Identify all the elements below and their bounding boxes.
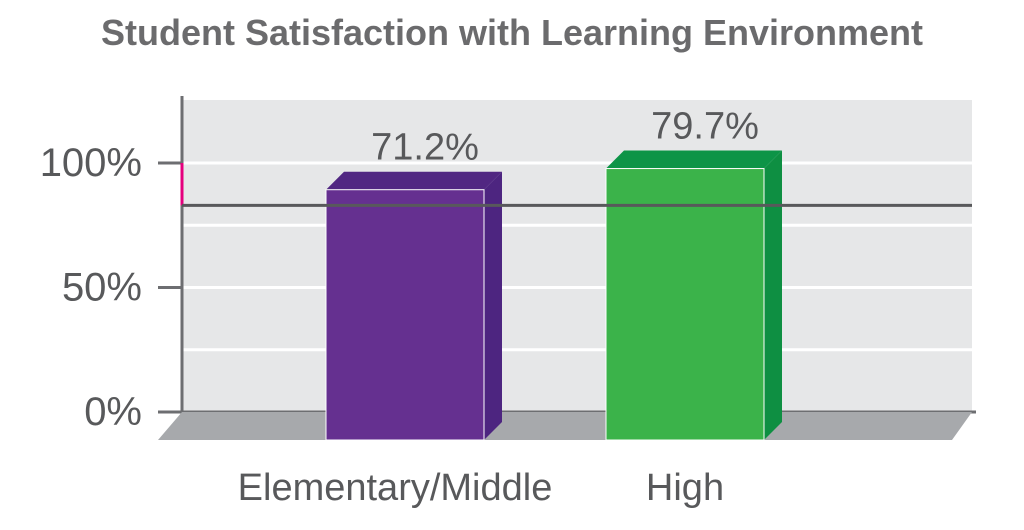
- bar-top: [326, 171, 502, 190]
- chart-floor: [158, 412, 972, 440]
- bar-side: [484, 171, 502, 440]
- y-tick-label: 50%: [62, 266, 142, 310]
- gridlines: [182, 161, 972, 352]
- bar-front: [325, 189, 485, 441]
- y-tick-label: 0%: [84, 390, 142, 434]
- y-tick-label: 100%: [40, 141, 142, 185]
- category-label: Elementary/Middle: [238, 467, 553, 509]
- bar-top: [606, 150, 782, 169]
- category-label: High: [646, 467, 724, 509]
- bar-value-label: 71.2%: [371, 127, 479, 169]
- bar-side: [764, 150, 782, 440]
- labels: 0% 50% 100% 71.2% Elementary/Middle 79.7% High: [40, 106, 759, 509]
- bars: [325, 150, 782, 441]
- chart-title: Student Satisfaction with Learning Envir…: [100, 12, 924, 53]
- bar-1: [605, 150, 782, 441]
- plot-background: [182, 100, 972, 412]
- bar-value-label: 79.7%: [651, 106, 759, 148]
- bar-front: [605, 168, 765, 441]
- bar-0: [325, 171, 502, 441]
